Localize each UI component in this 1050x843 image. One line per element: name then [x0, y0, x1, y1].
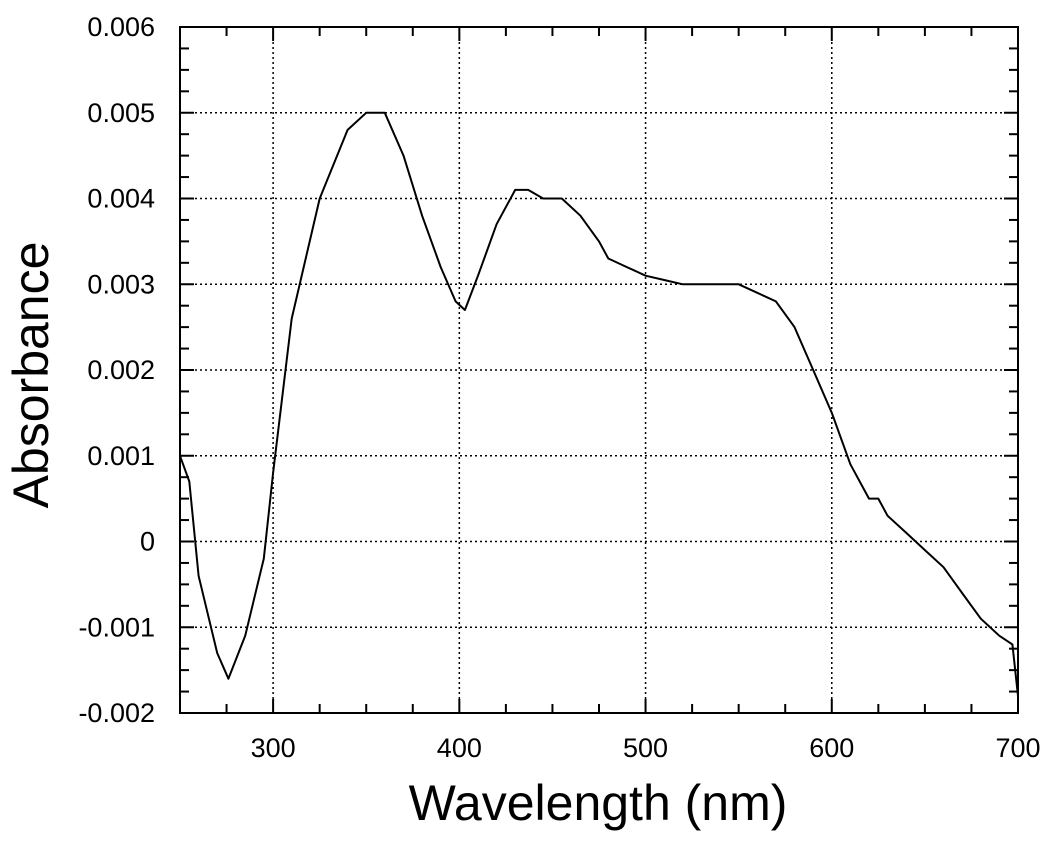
x-tick-label: 500 [623, 733, 668, 763]
x-axis-title: Wavelength (nm) [409, 775, 788, 831]
y-tick-label: -0.002 [78, 698, 155, 728]
y-tick-label: 0.005 [87, 98, 155, 128]
y-tick-label: 0.006 [87, 12, 155, 42]
y-tick-label: 0 [140, 527, 155, 557]
x-tick-label: 600 [809, 733, 854, 763]
y-tick-label: 0.002 [87, 355, 155, 385]
y-tick-label: 0.001 [87, 441, 155, 471]
series-layer [179, 111, 1019, 697]
y-tick-label: 0.004 [87, 184, 155, 214]
x-tick-label: 700 [995, 733, 1040, 763]
x-tick-label: 300 [251, 733, 296, 763]
x-tick-label: 400 [437, 733, 482, 763]
y-axis-title: Absorbance [3, 242, 59, 509]
grid-lines [180, 27, 1018, 713]
y-tick-labels: -0.002 -0.001 0 0.001 0.002 0.003 0.004 0.005 0.… [78, 12, 155, 728]
x-tick-labels: 300 400 500 600 700 [251, 733, 1041, 763]
y-tick-label: 0.003 [87, 269, 155, 299]
y-tick-label: -0.001 [78, 612, 155, 642]
plot-frame [179, 26, 1019, 714]
series-line-1 [179, 111, 1019, 697]
